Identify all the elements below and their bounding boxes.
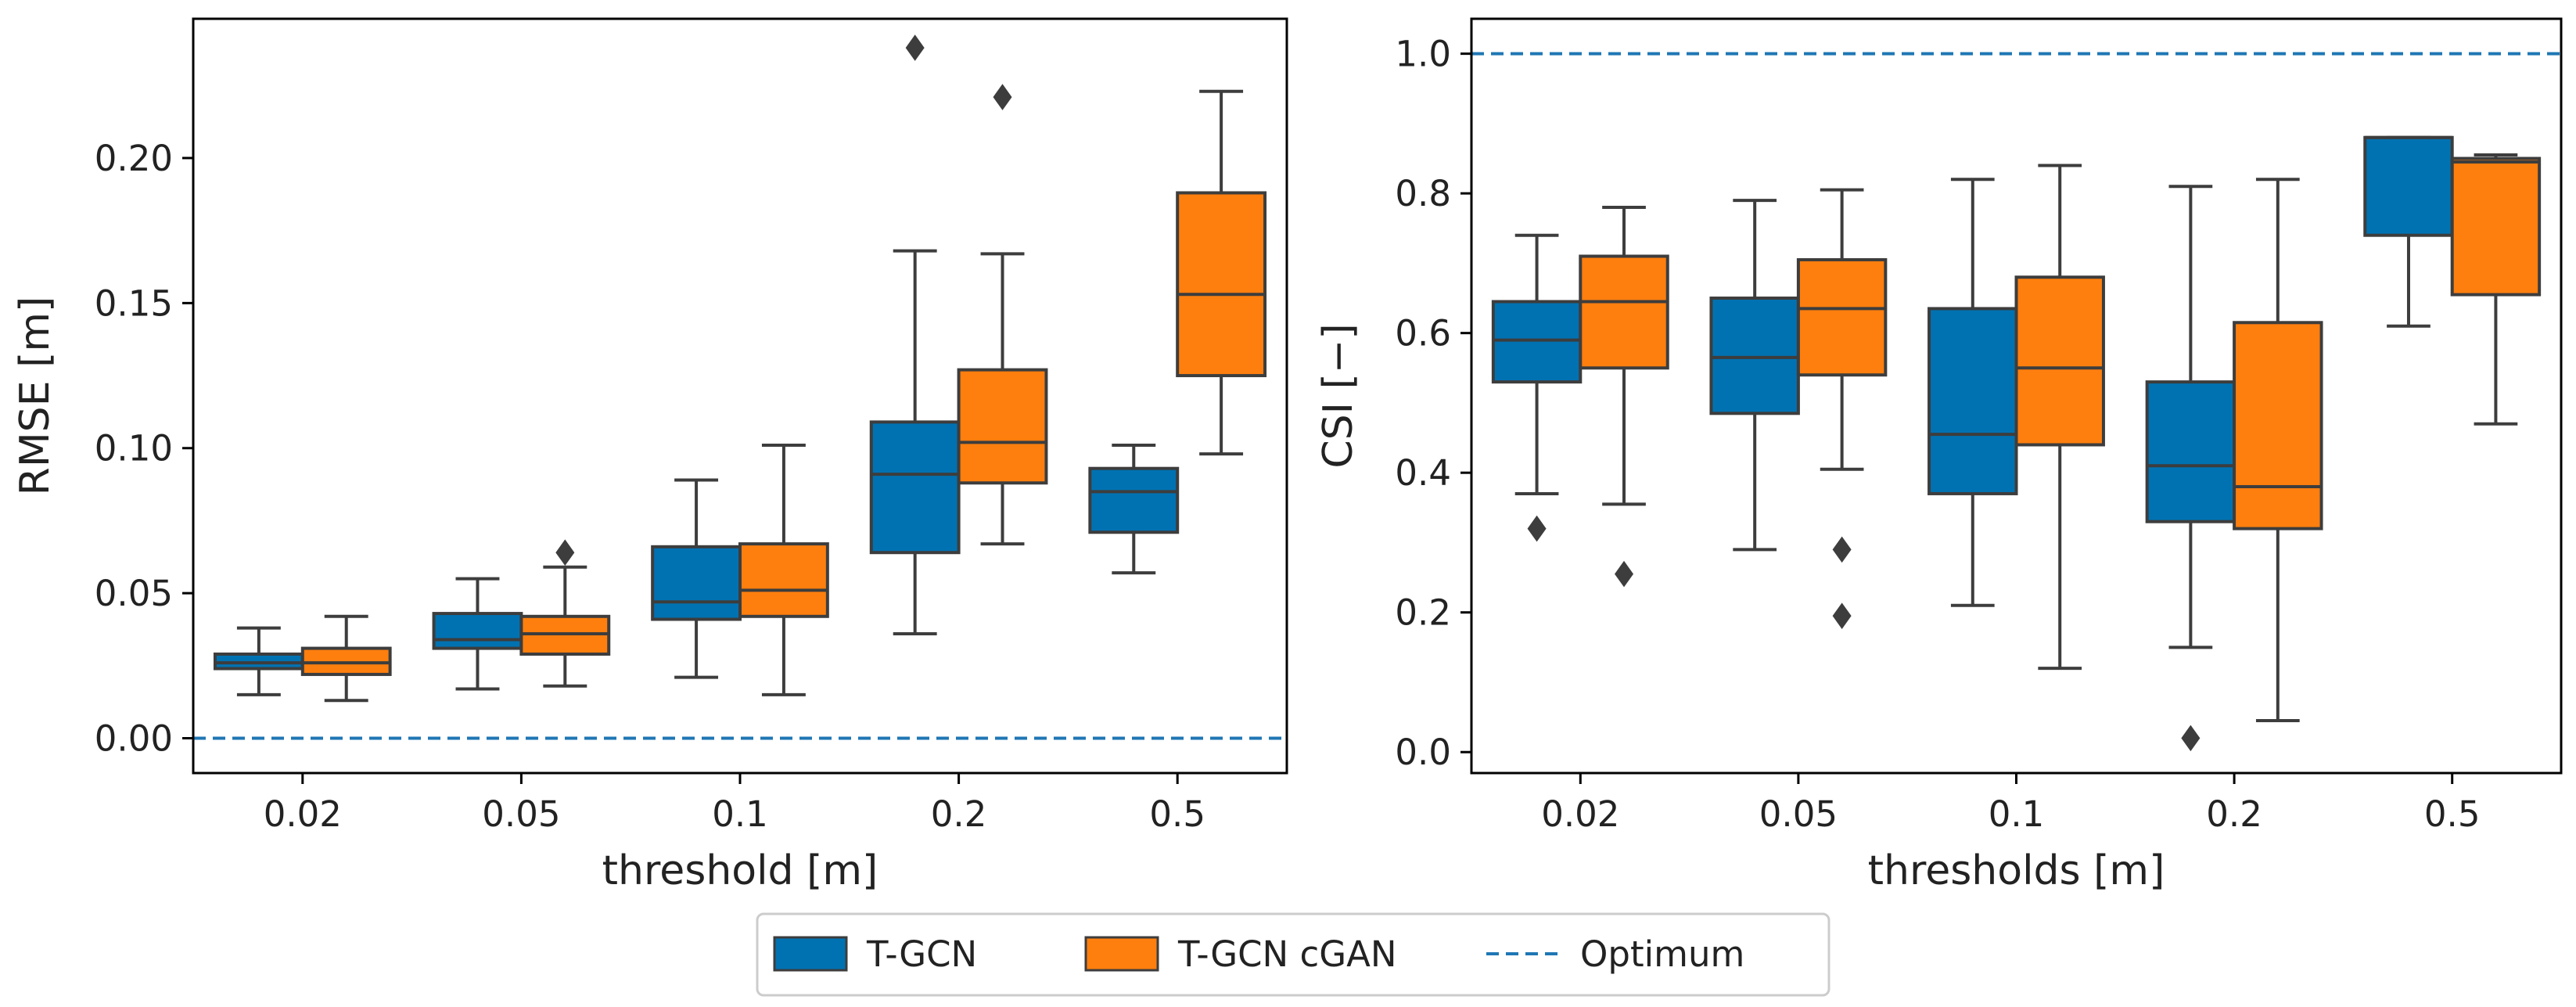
legend-frame: [756, 912, 1831, 997]
csi-t-gcn-0_2-flier-0: [2181, 725, 2201, 752]
csi-ytick-label-2: 0.4: [1395, 452, 1451, 494]
csi-t-gcn-0_1-box: [1928, 307, 2018, 495]
csi-t-gcn-cgan-0_5-box: [2450, 156, 2542, 297]
legend-swatch-t-gcn: [773, 936, 848, 972]
csi-ytick-label-3: 0.6: [1395, 313, 1451, 354]
rmse-ytick-label-3: 0.15: [95, 282, 173, 324]
csi-t-gcn-cgan-0_05-flier-0: [1832, 536, 1852, 563]
rmse-t-gcn-0_2-box: [869, 420, 961, 555]
rmse-xtick-label-0: 0.02: [264, 793, 342, 835]
rmse-ytick-label-4: 0.20: [95, 138, 173, 179]
csi-t-gcn-0_2-box: [2145, 380, 2236, 523]
rmse-xtick-label-4: 0.5: [1149, 793, 1205, 835]
csi-panel: 0.0 0.2 0.4 0.6 0.8 1.0 0.02 0.05 0.1 0.2 0.5 thres…: [1315, 17, 2563, 894]
csi-t-gcn-cgan-0_1-box: [2014, 275, 2105, 447]
csi-t-gcn-0_02-box: [1491, 300, 1583, 384]
rmse-xtick-label-3: 0.2: [931, 793, 987, 835]
csi-ytick-label-5: 1.0: [1395, 34, 1451, 75]
legend: T-GCN T-GCN cGAN Optimum: [756, 912, 1831, 997]
legend-label-t-gcn-cgan: T-GCN cGAN: [1177, 933, 1397, 975]
csi-t-gcn-cgan-0_05-flier-1: [1832, 602, 1852, 629]
rmse-t-gcn-0_2-flier-0: [905, 34, 925, 61]
csi-xtick-label-4: 0.5: [2424, 793, 2481, 835]
rmse-t-gcn-cgan-0_2-box: [957, 368, 1048, 485]
rmse-t-gcn-0_5-box: [1088, 466, 1180, 534]
rmse-t-gcn-cgan-0_2-flier-0: [993, 84, 1012, 110]
rmse-ytick-label-0: 0.00: [95, 718, 173, 760]
csi-xtick-label-1: 0.05: [1759, 793, 1838, 835]
csi-ylabel: CSI [−]: [1315, 323, 1362, 468]
legend-swatch-t-gcn-cgan: [1084, 936, 1159, 972]
csi-t-gcn-cgan-0_02-flier-0: [1615, 560, 1634, 588]
csi-ytick-label-4: 0.8: [1395, 173, 1451, 214]
csi-t-gcn-cgan-0_02-box: [1579, 254, 1669, 370]
rmse-panel: 0.00 0.05 0.10 0.15 0.20 0.02 0.05 0.1 0.2 0.5 thr…: [12, 17, 1288, 894]
csi-ytick-label-0: 0.0: [1395, 732, 1451, 773]
rmse-t-gcn-0_05-box: [432, 612, 523, 650]
csi-t-gcn-cgan-0_05-box: [1796, 257, 1888, 377]
rmse-ytick-label-1: 0.05: [95, 573, 173, 614]
csi-xlabel: thresholds [m]: [1868, 847, 2165, 894]
csi-t-gcn-0_05-box: [1709, 297, 1800, 415]
csi-xtick-label-2: 0.1: [1989, 793, 2045, 835]
rmse-t-gcn-cgan-0_1-box: [738, 542, 829, 618]
csi-ytick-label-1: 0.2: [1395, 592, 1451, 634]
rmse-xlabel: threshold [m]: [602, 847, 878, 894]
rmse-t-gcn-cgan-0_5-box: [1176, 191, 1267, 378]
csi-xtick-label-0: 0.02: [1541, 793, 1619, 835]
rmse-ylabel: RMSE [m]: [12, 297, 59, 496]
rmse-xtick-label-2: 0.1: [712, 793, 768, 835]
rmse-ytick-label-2: 0.10: [95, 428, 173, 469]
rmse-t-gcn-0_1-box: [651, 545, 742, 621]
csi-xtick-label-3: 0.2: [2206, 793, 2262, 835]
rmse-t-gcn-cgan-0_05-flier-0: [555, 539, 575, 566]
csi-t-gcn-0_02-flier-0: [1527, 515, 1547, 542]
legend-label-t-gcn: T-GCN: [866, 933, 977, 975]
rmse-xtick-label-1: 0.05: [482, 793, 560, 835]
legend-label-optimum: Optimum: [1580, 933, 1744, 975]
csi-t-gcn-cgan-0_2-box: [2233, 321, 2323, 530]
csi-t-gcn-0_5-box: [2363, 135, 2454, 237]
